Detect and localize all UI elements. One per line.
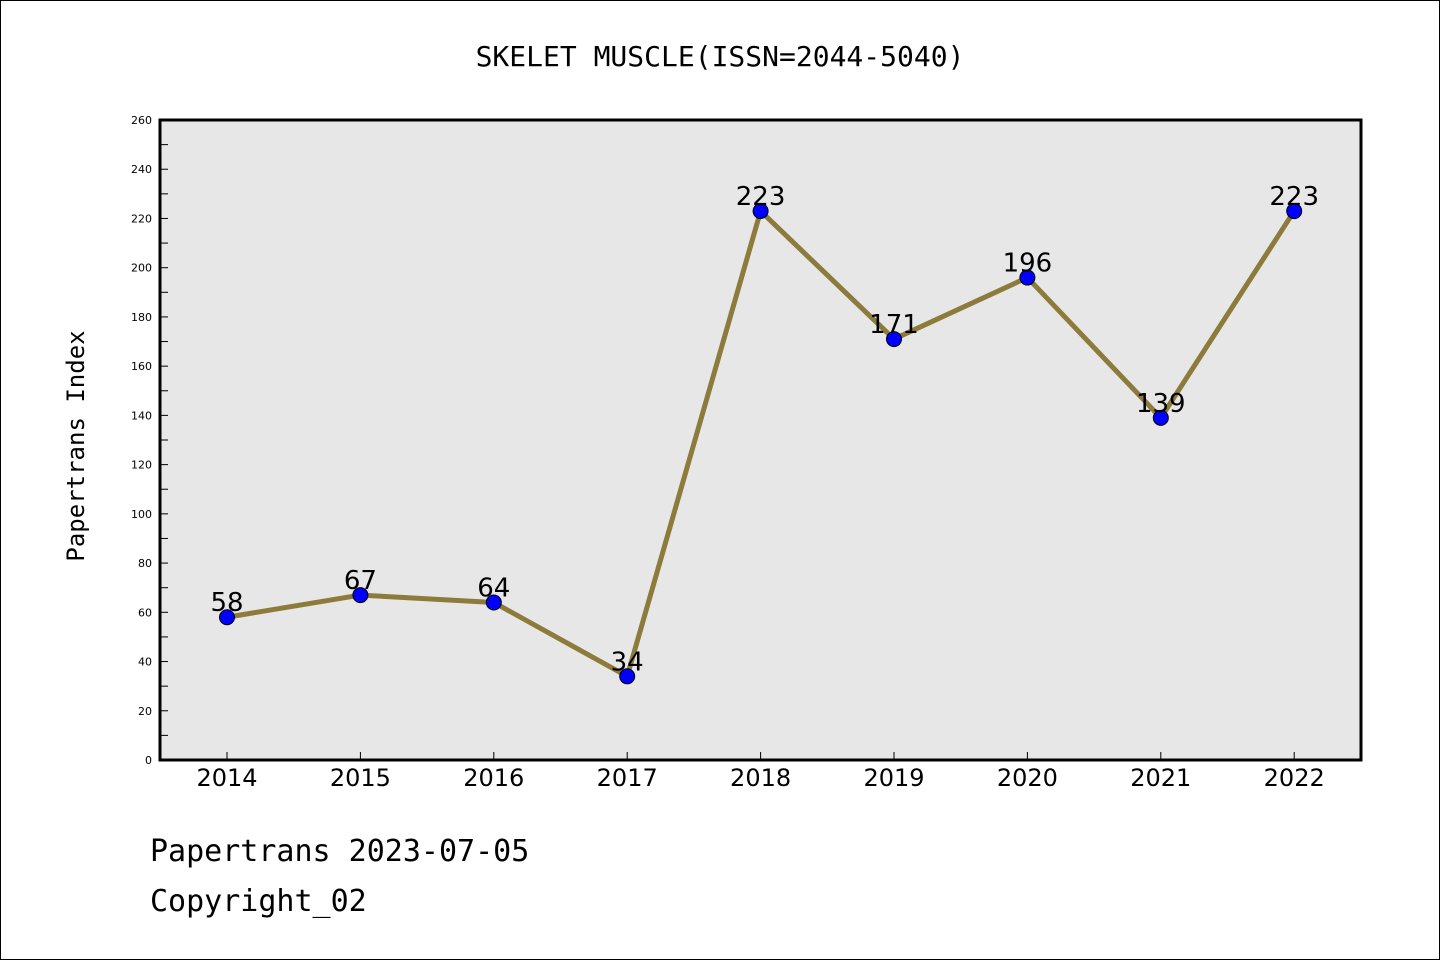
- data-label: 223: [736, 182, 786, 212]
- y-tick-label: 20: [138, 705, 152, 718]
- data-label: 58: [210, 588, 243, 618]
- x-tick-label: 2014: [196, 764, 257, 792]
- x-tick-label: 2020: [997, 764, 1058, 792]
- y-tick-label: 220: [131, 212, 152, 225]
- x-tick-label: 2015: [330, 764, 391, 792]
- data-points: [219, 203, 1303, 685]
- x-tick-label: 2019: [863, 764, 924, 792]
- data-label: 171: [869, 310, 919, 340]
- data-labels: 58 67 64 34 223 171 196 139 223: [210, 182, 1319, 677]
- data-label: 34: [611, 647, 644, 677]
- y-tick-label: 180: [131, 311, 152, 324]
- data-point: [1286, 203, 1303, 220]
- y-tick-label: 140: [131, 409, 152, 422]
- x-tick-label: 2017: [597, 764, 658, 792]
- plot-area: [158, 118, 1363, 762]
- data-label: 139: [1136, 389, 1186, 419]
- y-tick-label: 0: [145, 754, 152, 767]
- y-tick-label: 100: [131, 508, 152, 521]
- x-tick-label: 2018: [730, 764, 791, 792]
- y-tick-label: 200: [131, 262, 152, 275]
- data-label: 223: [1269, 182, 1319, 212]
- footer-copyright: Copyright_02: [150, 884, 367, 919]
- data-label: 67: [344, 566, 377, 596]
- x-tick-label: 2016: [463, 764, 524, 792]
- data-label: 64: [477, 573, 510, 603]
- chart-title: SKELET MUSCLE(ISSN=2044-5040): [476, 40, 965, 73]
- data-point: [219, 609, 235, 626]
- y-tick-label: 40: [138, 656, 152, 669]
- data-point: [752, 203, 769, 220]
- y-tick-label: 260: [131, 114, 152, 127]
- y-tick-label: 80: [138, 557, 152, 570]
- data-point: [1019, 269, 1036, 286]
- data-label: 196: [1003, 249, 1053, 279]
- data-point: [352, 587, 369, 604]
- x-tick-label: 2021: [1130, 764, 1191, 792]
- x-axis: 2014 2015 2016 2017 2018 2019 2020 2021 2022: [196, 752, 1325, 792]
- data-point: [485, 594, 502, 611]
- data-point: [1152, 409, 1169, 426]
- footer-date: Papertrans 2023-07-05: [150, 834, 530, 869]
- y-axis-label: Papertrans Index: [62, 330, 90, 561]
- data-point: [619, 668, 636, 685]
- data-point: [886, 331, 902, 348]
- y-tick-label: 120: [131, 459, 152, 472]
- y-tick-label: 240: [131, 163, 152, 176]
- x-tick-label: 2022: [1264, 764, 1325, 792]
- y-tick-label: 160: [131, 360, 152, 373]
- y-axis: 0 20 40 60 80 100 120 140 160 180 200 220 240 260: [131, 114, 168, 767]
- y-tick-label: 60: [138, 606, 152, 619]
